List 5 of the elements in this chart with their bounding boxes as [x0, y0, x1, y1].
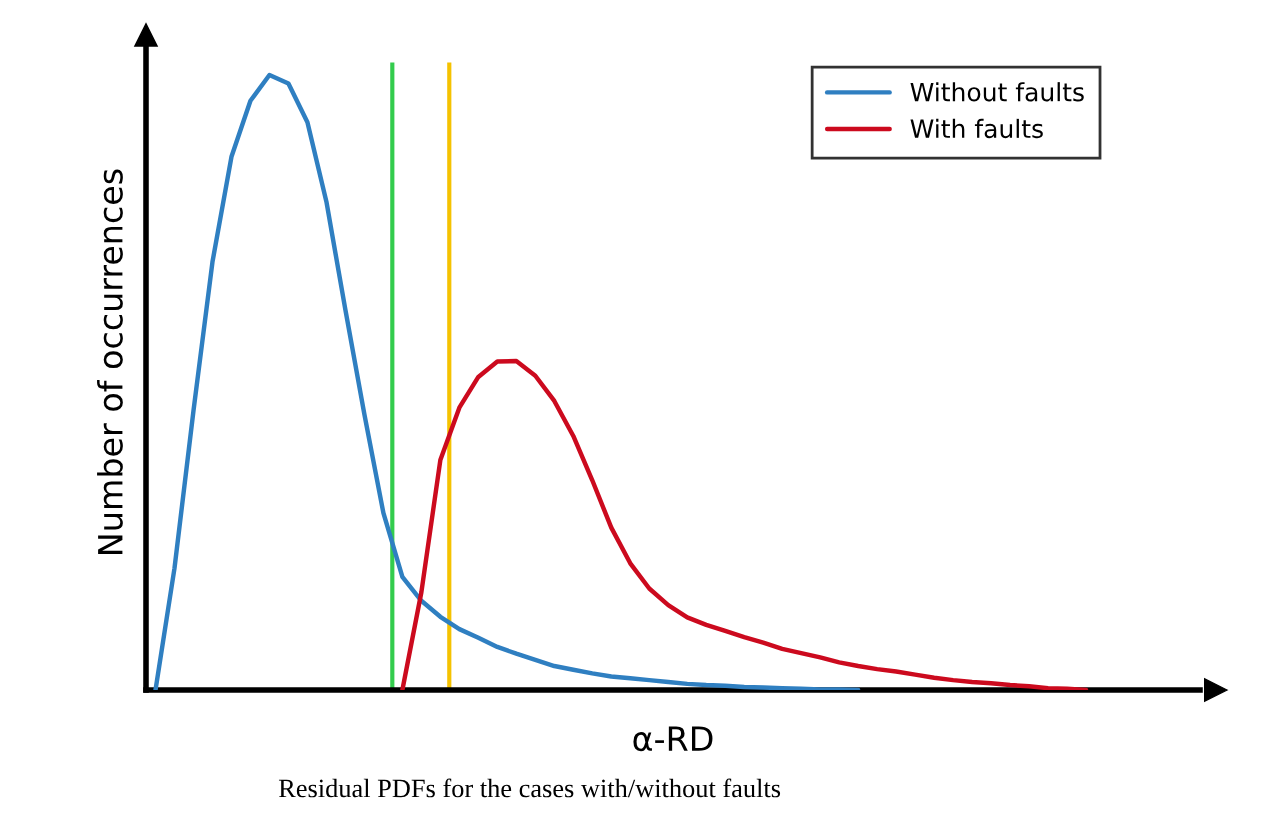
- legend-label: Without faults: [910, 82, 1084, 102]
- text: Residual PDFs for the cases with/without faults: [278, 778, 781, 798]
- y-axis-title: Number of occurrences: [97, 169, 123, 554]
- legend-label: With faults: [910, 118, 1043, 139]
- x-axis-title: α-RD: [633, 726, 713, 752]
